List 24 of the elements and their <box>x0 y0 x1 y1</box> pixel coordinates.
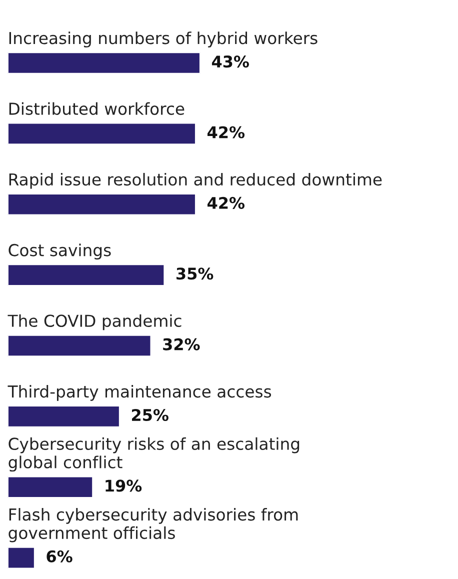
y-tick-label: Cost savings <box>8 244 111 260</box>
data-label: 6% <box>46 550 72 562</box>
y-tick-label: Increasing numbers of hybrid workers <box>9 32 318 48</box>
y-tick-label: Third-party maintenance access <box>8 385 272 401</box>
data-label: 32% <box>163 338 200 350</box>
y-tick-label: Flash cybersecurity advisories from government officials <box>8 508 298 542</box>
data-label: 25% <box>132 408 168 422</box>
y-tick-label: Distributed workforce <box>9 102 184 115</box>
bar <box>8 546 36 570</box>
y-tick-label: Rapid issue resolution and reduced downtime <box>9 172 382 189</box>
bar <box>8 193 196 216</box>
data-label: 19% <box>106 480 142 492</box>
bar <box>8 405 120 428</box>
y-tick-label: The COVID pandemic <box>8 314 182 330</box>
bar <box>8 334 152 358</box>
bar <box>8 476 94 498</box>
y-tick-label: Cybersecurity risks of an escalating global conflict <box>8 437 300 472</box>
data-label: 43% <box>212 56 249 68</box>
bar <box>8 264 166 286</box>
bar <box>8 52 200 74</box>
data-label: 42% <box>208 126 245 138</box>
data-label: 35% <box>176 268 214 280</box>
bar <box>8 122 196 145</box>
data-label: 42% <box>208 196 245 209</box>
